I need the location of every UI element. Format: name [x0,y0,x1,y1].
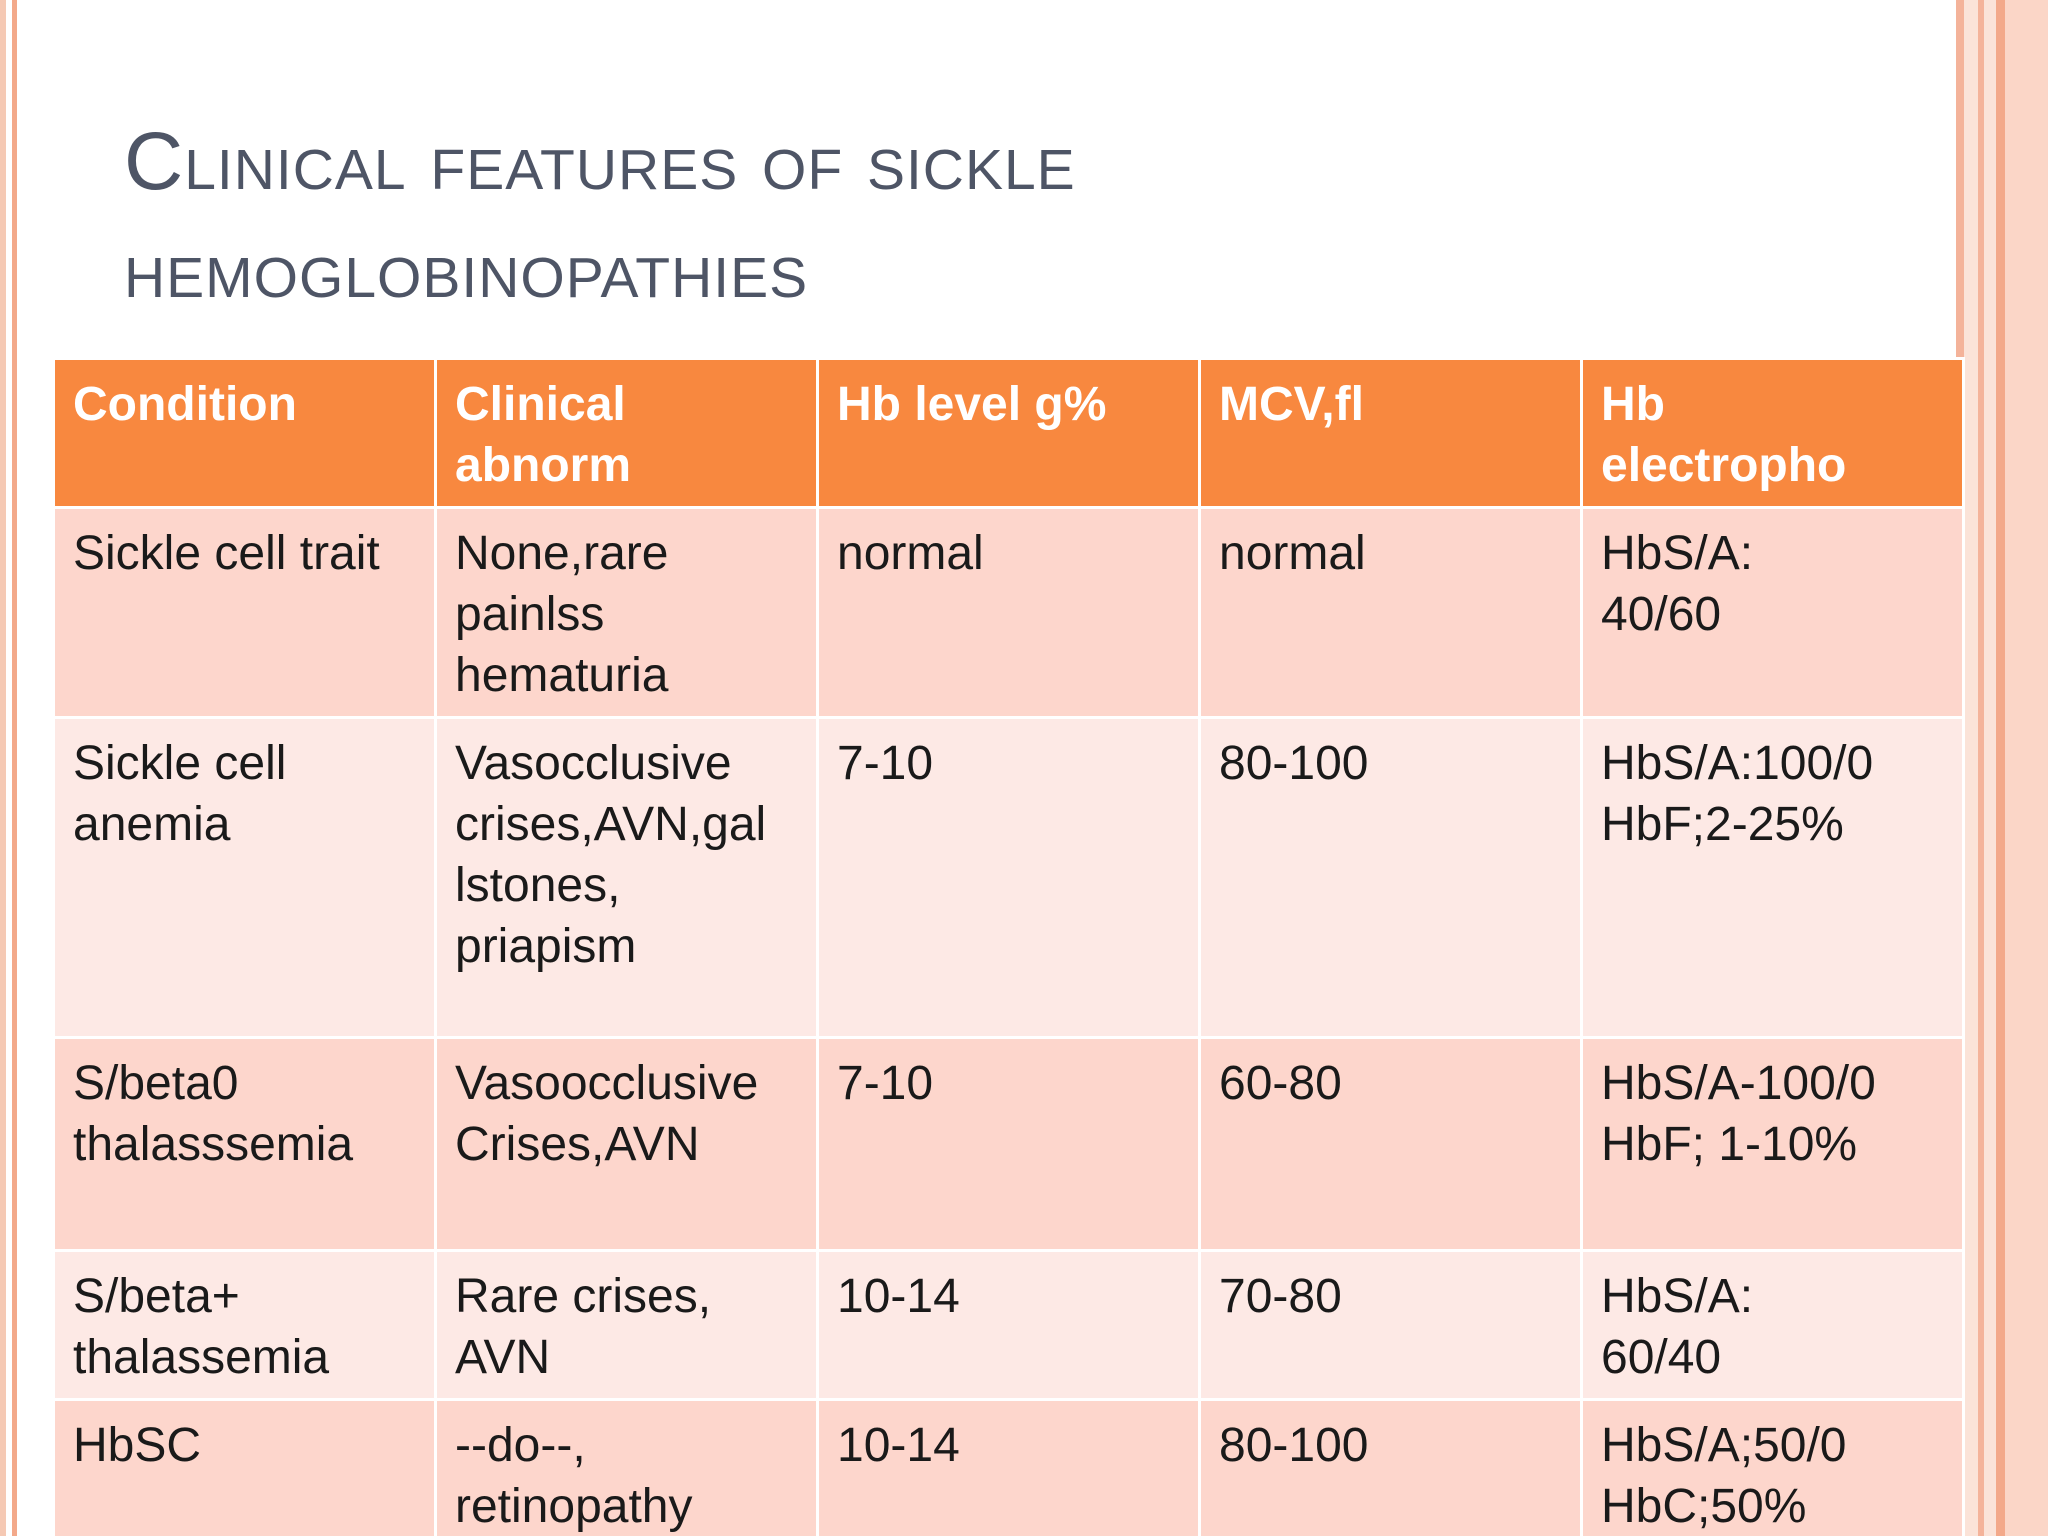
right-stripe-decoration [1964,0,1978,1536]
column-header: Clinical abnorm [434,357,819,509]
table-cell: 10-14 [816,1249,1201,1401]
cell-text: Sickle cell trait [73,527,380,580]
table-row: HbSC --do--, retinopathy 10-14 80-100 Hb… [52,1398,1965,1536]
table-cell: S/beta0 thalasssemia [52,1036,437,1252]
column-header: Hb level g% [816,357,1201,509]
column-header-label: Hb electropho [1601,378,1847,492]
column-header-label: Hb level g% [837,378,1107,431]
cell-text: 7-10 [837,737,934,790]
cell-text: S/beta+ thalassemia [73,1270,330,1384]
right-stripe-decoration [1996,0,2005,1536]
cell-text: None,rare painlss hematuria [455,527,669,702]
column-header: Condition [52,357,437,509]
cell-text: Sickle cell anemia [73,737,287,851]
cell-text: normal [837,527,984,580]
table-cell: 7-10 [816,716,1201,1039]
table-cell: 60-80 [1198,1036,1583,1252]
table-cell: Vasoocclusive Crises,AVN [434,1036,819,1252]
cell-text: HbS/A: 40/60 [1601,527,1754,641]
table-cell: S/beta+ thalassemia [52,1249,437,1401]
table-cell: Sickle cell anemia [52,716,437,1039]
left-border-decoration-inner [12,0,17,1536]
table-cell: HbS/A-100/0 HbF; 1-10% [1580,1036,1965,1252]
table-cell: HbS/A: 40/60 [1580,506,1965,719]
table-cell: 70-80 [1198,1249,1583,1401]
table-header-row: Condition Clinical abnorm Hb level g% MC… [52,357,1965,509]
right-stripe-decoration [1984,0,1996,1536]
slide-title-line: hemoglobinopathies [124,224,809,315]
table-cell: HbS/A:100/0 HbF;2-25% [1580,716,1965,1039]
cell-text: 60-80 [1219,1057,1342,1110]
left-border-decoration [0,0,6,1536]
cell-text: 10-14 [837,1270,960,1323]
cell-text: HbS/A: 60/40 [1601,1270,1754,1384]
table-cell: 10-14 [816,1398,1201,1536]
cell-text: HbS/A-100/0 HbF; 1-10% [1601,1057,1876,1171]
table-cell: None,rare painlss hematuria [434,506,819,719]
cell-text: HbS/A;50/0 HbC;50% [1601,1419,1847,1533]
column-header-label: Condition [73,378,297,431]
column-header-label: MCV,fl [1219,378,1364,431]
cell-text: 80-100 [1219,737,1369,790]
table-cell: HbS/A;50/0 HbC;50% [1580,1398,1965,1536]
cell-text: 7-10 [837,1057,934,1110]
slide-title-line: Clinical features of sickle [124,116,1076,207]
column-header-label: Clinical abnorm [455,378,632,492]
table-row: S/beta+ thalassemia Rare crises, AVN 10-… [52,1249,1965,1401]
column-header: MCV,fl [1198,357,1583,509]
table-cell: normal [1198,506,1583,719]
table-cell: 80-100 [1198,1398,1583,1536]
table-cell: --do--, retinopathy [434,1398,819,1536]
cell-text: S/beta0 thalasssemia [73,1057,354,1171]
right-stripe-decoration [1978,0,1984,1536]
table-cell: Sickle cell trait [52,506,437,719]
cell-text: 70-80 [1219,1270,1342,1323]
table-cell: HbSC [52,1398,437,1536]
features-table: Condition Clinical abnorm Hb level g% MC… [52,357,1965,1536]
table-cell: normal [816,506,1201,719]
cell-text: --do--, retinopathy [455,1419,693,1533]
cell-text: HbSC [73,1419,202,1472]
table-row: Sickle cell anemia Vasocclusive crises,A… [52,716,1965,1039]
cell-text: 80-100 [1219,1419,1369,1472]
slide-title: Clinical features of sickle hemoglobinop… [124,108,1624,324]
table-row: S/beta0 thalasssemia Vasoocclusive Crise… [52,1036,1965,1252]
table-cell: 80-100 [1198,716,1583,1039]
table-row: Sickle cell trait None,rare painlss hema… [52,506,1965,719]
table-cell: Rare crises, AVN [434,1249,819,1401]
right-stripe-decoration [2005,0,2048,1536]
column-header: Hb electropho [1580,357,1965,509]
cell-text: normal [1219,527,1366,580]
cell-text: Vasoocclusive Crises,AVN [455,1057,759,1171]
table-cell: HbS/A: 60/40 [1580,1249,1965,1401]
cell-text: Vasocclusive crises,AVN,gal lstones, pri… [455,737,767,973]
cell-text: HbS/A:100/0 HbF;2-25% [1601,737,1874,851]
cell-text: 10-14 [837,1419,960,1472]
table-cell: 7-10 [816,1036,1201,1252]
table-cell: Vasocclusive crises,AVN,gal lstones, pri… [434,716,819,1039]
cell-text: Rare crises, AVN [455,1270,712,1384]
